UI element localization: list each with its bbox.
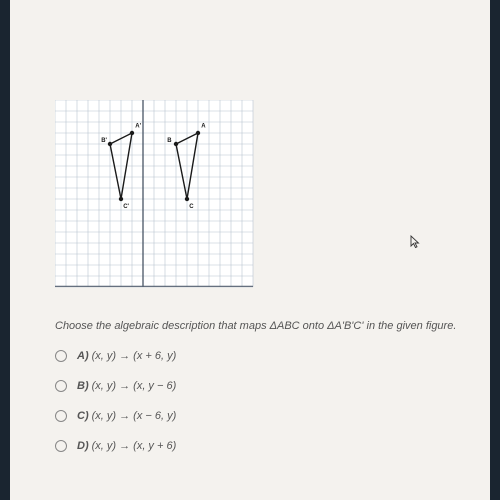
option-a[interactable]: A) (x, y) → (x + 6, y) — [55, 350, 176, 362]
option-b[interactable]: B) (x, y) → (x, y − 6) — [55, 380, 176, 392]
option-text: (x, y) → (x + 6, y) — [92, 350, 177, 362]
worksheet-page: A B C A' B' C' Choose the algebraic descripti… — [10, 0, 490, 500]
option-text: (x, y) → (x − 6, y) — [92, 410, 177, 422]
mouse-cursor-icon — [410, 235, 420, 252]
svg-text:A: A — [201, 124, 206, 130]
radio-icon[interactable] — [55, 440, 67, 452]
svg-text:B: B — [167, 138, 172, 144]
coordinate-grid: A B C A' B' C' — [55, 100, 255, 290]
radio-icon[interactable] — [55, 380, 67, 392]
option-label: A) — [77, 350, 89, 362]
svg-text:B': B' — [101, 138, 107, 144]
answer-options: A) (x, y) → (x + 6, y) B) (x, y) → (x, y… — [55, 350, 176, 470]
option-label: D) — [77, 440, 89, 452]
option-text: (x, y) → (x, y + 6) — [92, 440, 177, 452]
svg-text:A': A' — [135, 124, 141, 130]
option-label: C) — [77, 410, 89, 422]
question-text: Choose the algebraic description that ma… — [55, 320, 470, 332]
option-label: B) — [77, 380, 89, 392]
radio-icon[interactable] — [55, 350, 67, 362]
svg-text:C: C — [189, 204, 194, 210]
radio-icon[interactable] — [55, 410, 67, 422]
svg-text:C': C' — [123, 204, 129, 210]
top-whitespace — [10, 0, 490, 100]
option-d[interactable]: D) (x, y) → (x, y + 6) — [55, 440, 176, 452]
option-c[interactable]: C) (x, y) → (x − 6, y) — [55, 410, 176, 422]
option-text: (x, y) → (x, y − 6) — [92, 380, 177, 392]
